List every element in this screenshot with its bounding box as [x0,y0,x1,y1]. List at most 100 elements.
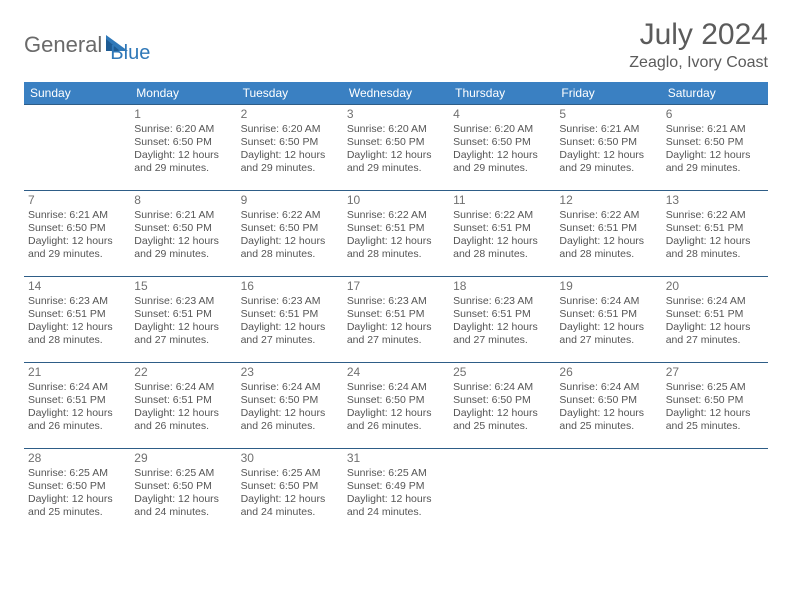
sunset-text: Sunset: 6:50 PM [559,394,657,407]
day-number: 6 [666,107,764,122]
calendar-day-cell: 3Sunrise: 6:20 AMSunset: 6:50 PMDaylight… [343,105,449,191]
sunset-text: Sunset: 6:51 PM [453,308,551,321]
weekday-header: Saturday [662,82,768,105]
calendar-day-cell: 24Sunrise: 6:24 AMSunset: 6:50 PMDayligh… [343,363,449,449]
calendar-day-cell: 27Sunrise: 6:25 AMSunset: 6:50 PMDayligh… [662,363,768,449]
calendar-day-cell: 2Sunrise: 6:20 AMSunset: 6:50 PMDaylight… [237,105,343,191]
day-number: 31 [347,451,445,466]
daylight-text: and 24 minutes. [134,506,232,519]
day-number: 5 [559,107,657,122]
daylight-text: Daylight: 12 hours [134,149,232,162]
sunrise-text: Sunrise: 6:20 AM [241,123,339,136]
daylight-text: and 27 minutes. [559,334,657,347]
daylight-text: and 26 minutes. [241,420,339,433]
calendar-week-row: 1Sunrise: 6:20 AMSunset: 6:50 PMDaylight… [24,105,768,191]
daylight-text: and 29 minutes. [134,248,232,261]
day-number: 24 [347,365,445,380]
sunset-text: Sunset: 6:50 PM [666,394,764,407]
sunrise-text: Sunrise: 6:22 AM [559,209,657,222]
daylight-text: Daylight: 12 hours [28,493,126,506]
daylight-text: and 28 minutes. [453,248,551,261]
daylight-text: Daylight: 12 hours [559,149,657,162]
day-number: 25 [453,365,551,380]
calendar-day-cell [24,105,130,191]
daylight-text: and 28 minutes. [559,248,657,261]
daylight-text: Daylight: 12 hours [134,235,232,248]
calendar-day-cell: 16Sunrise: 6:23 AMSunset: 6:51 PMDayligh… [237,277,343,363]
daylight-text: and 25 minutes. [559,420,657,433]
sunrise-text: Sunrise: 6:25 AM [347,467,445,480]
day-number: 4 [453,107,551,122]
daylight-text: Daylight: 12 hours [453,235,551,248]
sunset-text: Sunset: 6:51 PM [347,308,445,321]
calendar-table: SundayMondayTuesdayWednesdayThursdayFrid… [24,82,768,535]
sunrise-text: Sunrise: 6:24 AM [453,381,551,394]
sunrise-text: Sunrise: 6:22 AM [666,209,764,222]
daylight-text: Daylight: 12 hours [28,407,126,420]
daylight-text: and 25 minutes. [453,420,551,433]
calendar-day-cell: 9Sunrise: 6:22 AMSunset: 6:50 PMDaylight… [237,191,343,277]
sunrise-text: Sunrise: 6:22 AM [347,209,445,222]
daylight-text: Daylight: 12 hours [666,407,764,420]
sunrise-text: Sunrise: 6:22 AM [453,209,551,222]
day-number: 13 [666,193,764,208]
daylight-text: and 29 minutes. [453,162,551,175]
calendar-day-cell [555,449,661,535]
daylight-text: and 28 minutes. [666,248,764,261]
daylight-text: Daylight: 12 hours [28,235,126,248]
logo-text-general: General [24,32,102,58]
day-number: 26 [559,365,657,380]
calendar-day-cell: 10Sunrise: 6:22 AMSunset: 6:51 PMDayligh… [343,191,449,277]
sunset-text: Sunset: 6:51 PM [347,222,445,235]
calendar-day-cell: 21Sunrise: 6:24 AMSunset: 6:51 PMDayligh… [24,363,130,449]
daylight-text: and 27 minutes. [666,334,764,347]
daylight-text: Daylight: 12 hours [347,407,445,420]
sunset-text: Sunset: 6:50 PM [453,136,551,149]
day-number: 15 [134,279,232,294]
daylight-text: and 26 minutes. [347,420,445,433]
day-number: 8 [134,193,232,208]
daylight-text: and 27 minutes. [241,334,339,347]
calendar-header-row: SundayMondayTuesdayWednesdayThursdayFrid… [24,82,768,105]
daylight-text: and 29 minutes. [666,162,764,175]
calendar-day-cell: 30Sunrise: 6:25 AMSunset: 6:50 PMDayligh… [237,449,343,535]
sunrise-text: Sunrise: 6:25 AM [666,381,764,394]
calendar-day-cell: 8Sunrise: 6:21 AMSunset: 6:50 PMDaylight… [130,191,236,277]
calendar-week-row: 21Sunrise: 6:24 AMSunset: 6:51 PMDayligh… [24,363,768,449]
weekday-header: Tuesday [237,82,343,105]
calendar-day-cell: 25Sunrise: 6:24 AMSunset: 6:50 PMDayligh… [449,363,555,449]
sunset-text: Sunset: 6:50 PM [28,480,126,493]
calendar-day-cell: 12Sunrise: 6:22 AMSunset: 6:51 PMDayligh… [555,191,661,277]
day-number: 17 [347,279,445,294]
day-number: 16 [241,279,339,294]
calendar-day-cell: 26Sunrise: 6:24 AMSunset: 6:50 PMDayligh… [555,363,661,449]
sunset-text: Sunset: 6:51 PM [453,222,551,235]
day-number: 3 [347,107,445,122]
location-label: Zeaglo, Ivory Coast [629,54,768,72]
day-number: 19 [559,279,657,294]
daylight-text: Daylight: 12 hours [666,149,764,162]
daylight-text: Daylight: 12 hours [241,235,339,248]
sunrise-text: Sunrise: 6:24 AM [666,295,764,308]
month-title: July 2024 [629,18,768,52]
daylight-text: and 26 minutes. [28,420,126,433]
sunrise-text: Sunrise: 6:24 AM [28,381,126,394]
day-number: 18 [453,279,551,294]
sunrise-text: Sunrise: 6:24 AM [347,381,445,394]
calendar-day-cell: 7Sunrise: 6:21 AMSunset: 6:50 PMDaylight… [24,191,130,277]
sunset-text: Sunset: 6:51 PM [666,308,764,321]
calendar-day-cell: 22Sunrise: 6:24 AMSunset: 6:51 PMDayligh… [130,363,236,449]
daylight-text: Daylight: 12 hours [134,321,232,334]
day-number: 2 [241,107,339,122]
sunset-text: Sunset: 6:51 PM [134,394,232,407]
daylight-text: and 24 minutes. [347,506,445,519]
daylight-text: and 29 minutes. [559,162,657,175]
sunset-text: Sunset: 6:50 PM [28,222,126,235]
daylight-text: and 25 minutes. [666,420,764,433]
daylight-text: and 24 minutes. [241,506,339,519]
daylight-text: Daylight: 12 hours [666,321,764,334]
daylight-text: Daylight: 12 hours [453,407,551,420]
daylight-text: and 25 minutes. [28,506,126,519]
daylight-text: Daylight: 12 hours [134,493,232,506]
sunset-text: Sunset: 6:51 PM [28,308,126,321]
